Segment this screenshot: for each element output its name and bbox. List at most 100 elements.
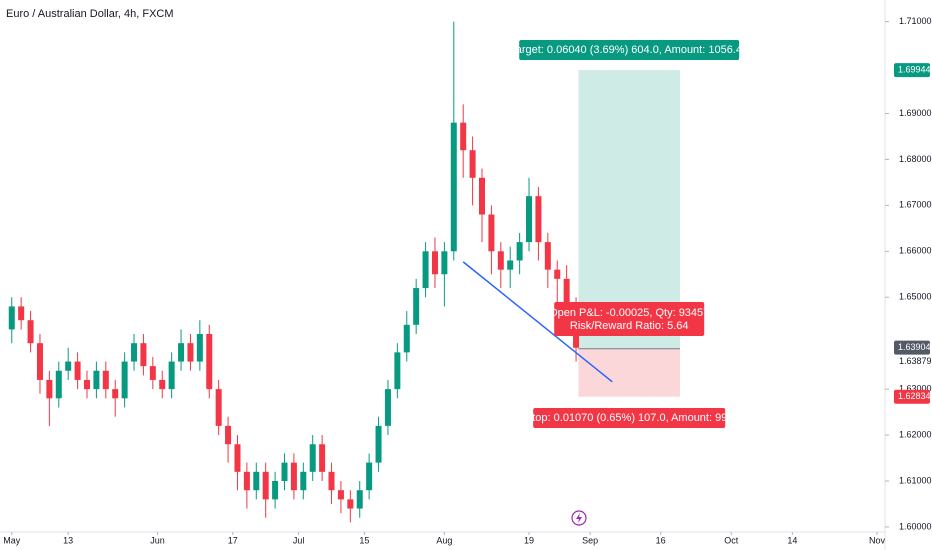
entry-price-label: 1.63879 (899, 356, 932, 366)
target-price-label-box (894, 63, 930, 78)
candle-body (178, 343, 185, 362)
candle-body (140, 343, 147, 367)
candle-body (544, 242, 551, 270)
x-tick-label: 17 (228, 535, 238, 545)
candle-body (460, 122, 467, 151)
candle-body (121, 361, 128, 399)
candle-body (337, 490, 344, 500)
candle-body (497, 251, 504, 270)
stop-zone (578, 348, 680, 397)
candle-body (309, 444, 316, 472)
candle-body (168, 361, 175, 390)
x-tick-label: Jun (150, 535, 165, 545)
candle-body (290, 462, 297, 491)
candle-body (319, 444, 326, 472)
event-bolt (576, 513, 582, 523)
candle-body (272, 481, 279, 500)
candle-body (18, 306, 25, 321)
candle-body (469, 150, 476, 178)
candle-body (375, 425, 382, 463)
candle-body (450, 122, 457, 252)
y-tick-label: 1.66000 (899, 246, 932, 256)
candle-body (206, 333, 213, 390)
y-tick-label: 1.71000 (899, 16, 932, 26)
y-tick-label: 1.68000 (899, 154, 932, 164)
target-label-box (519, 40, 740, 60)
pnl-box (554, 302, 705, 336)
candle-body (441, 251, 448, 275)
candle-body (149, 366, 156, 380)
current-price-label: 1.63904 (898, 342, 931, 352)
y-tick-label: 1.60000 (899, 521, 932, 531)
x-tick-label: 13 (63, 535, 73, 545)
candle-body (196, 333, 203, 362)
y-tick-label: 1.61000 (899, 475, 932, 485)
candle-body (74, 361, 81, 380)
candle-body (83, 379, 90, 390)
stop-label: Stop: 0.01070 (0.65%) 107.0, Amount: 990 (525, 412, 734, 424)
candle-body (300, 471, 307, 491)
candle-body (215, 389, 222, 426)
trendline (462, 261, 613, 383)
stop-price-label-box (894, 389, 930, 404)
candle-body (131, 343, 138, 362)
stop-label-box (533, 408, 726, 428)
candle-body (93, 370, 100, 390)
x-tick-label: 14 (787, 535, 797, 545)
chart-title: Euro / Australian Dollar, 4h, FXCM (6, 8, 174, 20)
current-price-label-box (894, 340, 930, 355)
candle-body (488, 214, 495, 252)
y-tick-label: 1.62000 (899, 429, 932, 439)
candle-body (422, 251, 429, 289)
candle-body (187, 343, 194, 362)
candle-body (554, 269, 561, 279)
rr-label: Risk/Reward Ratio: 5.64 (570, 320, 689, 332)
candle-body (112, 389, 119, 399)
y-tick-label: 1.65000 (899, 292, 932, 302)
candle-body (225, 425, 232, 445)
x-tick-label: Jul (293, 535, 305, 545)
candle-body (281, 462, 288, 482)
x-tick-label: Aug (436, 535, 452, 545)
candle-body (403, 324, 410, 353)
candle-body (27, 320, 34, 344)
x-tick-label: May (3, 535, 21, 545)
candle-body (65, 361, 72, 371)
candle-body (234, 444, 241, 472)
stop-price-label: 1.62834 (898, 391, 931, 401)
candle-body (507, 260, 514, 270)
candle-body (243, 471, 250, 491)
candle-body (253, 471, 260, 491)
candle-body (55, 370, 62, 399)
x-tick-label: 15 (359, 535, 369, 545)
candle-body (535, 196, 542, 243)
x-tick-label: 16 (656, 535, 666, 545)
candle-body (328, 471, 335, 491)
candle-body (526, 196, 533, 243)
candle-body (356, 490, 363, 509)
y-tick-label: 1.63000 (899, 383, 932, 393)
x-tick-label: Nov (869, 535, 886, 545)
x-tick-label: 19 (524, 535, 534, 545)
target-label: Target: 0.06040 (3.69%) 604.0, Amount: 1… (510, 44, 748, 56)
candle-body (413, 288, 420, 325)
candle-body (159, 379, 166, 390)
y-tick-label: 1.67000 (899, 200, 932, 210)
candle-body (46, 379, 53, 399)
candle-body (102, 370, 109, 390)
candle-body (394, 352, 401, 390)
candle-body (563, 278, 570, 307)
y-tick-label: 1.69000 (899, 108, 932, 118)
candle-body (262, 471, 269, 500)
pnl-label: Open P&L: -0.00025, Qty: 93457 (549, 307, 709, 319)
candle-body (8, 306, 15, 330)
candle-body (36, 343, 43, 380)
candle-body (516, 242, 523, 261)
candle-body (347, 499, 354, 509)
candle-body (479, 177, 486, 215)
candle-body (384, 389, 391, 426)
candle-body (431, 251, 438, 275)
candle-body (366, 462, 373, 491)
x-tick-label: Sep (582, 535, 598, 545)
